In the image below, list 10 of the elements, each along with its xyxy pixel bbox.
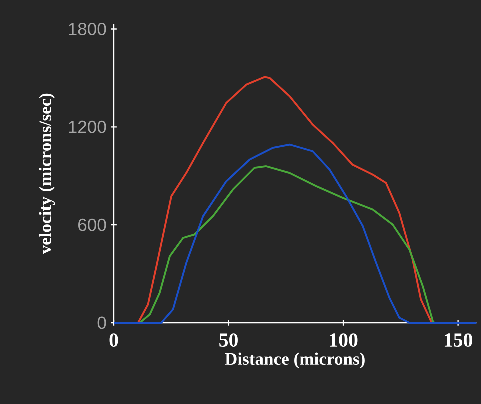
y-tick-label: 0	[98, 316, 106, 330]
x-tick-label: 0	[110, 334, 118, 348]
x-tick-label: 100	[330, 334, 358, 348]
x-axis-title: Distance (microns)	[225, 352, 365, 369]
x-tick-label: 50	[220, 334, 238, 348]
y-tick-label: 1200	[69, 120, 106, 134]
y-axis-title: velocity (microns/sec)	[39, 94, 56, 254]
y-tick-label: 600	[78, 218, 106, 232]
y-tick-label: 1800	[69, 23, 106, 36]
x-tick-label: 150	[444, 334, 472, 348]
